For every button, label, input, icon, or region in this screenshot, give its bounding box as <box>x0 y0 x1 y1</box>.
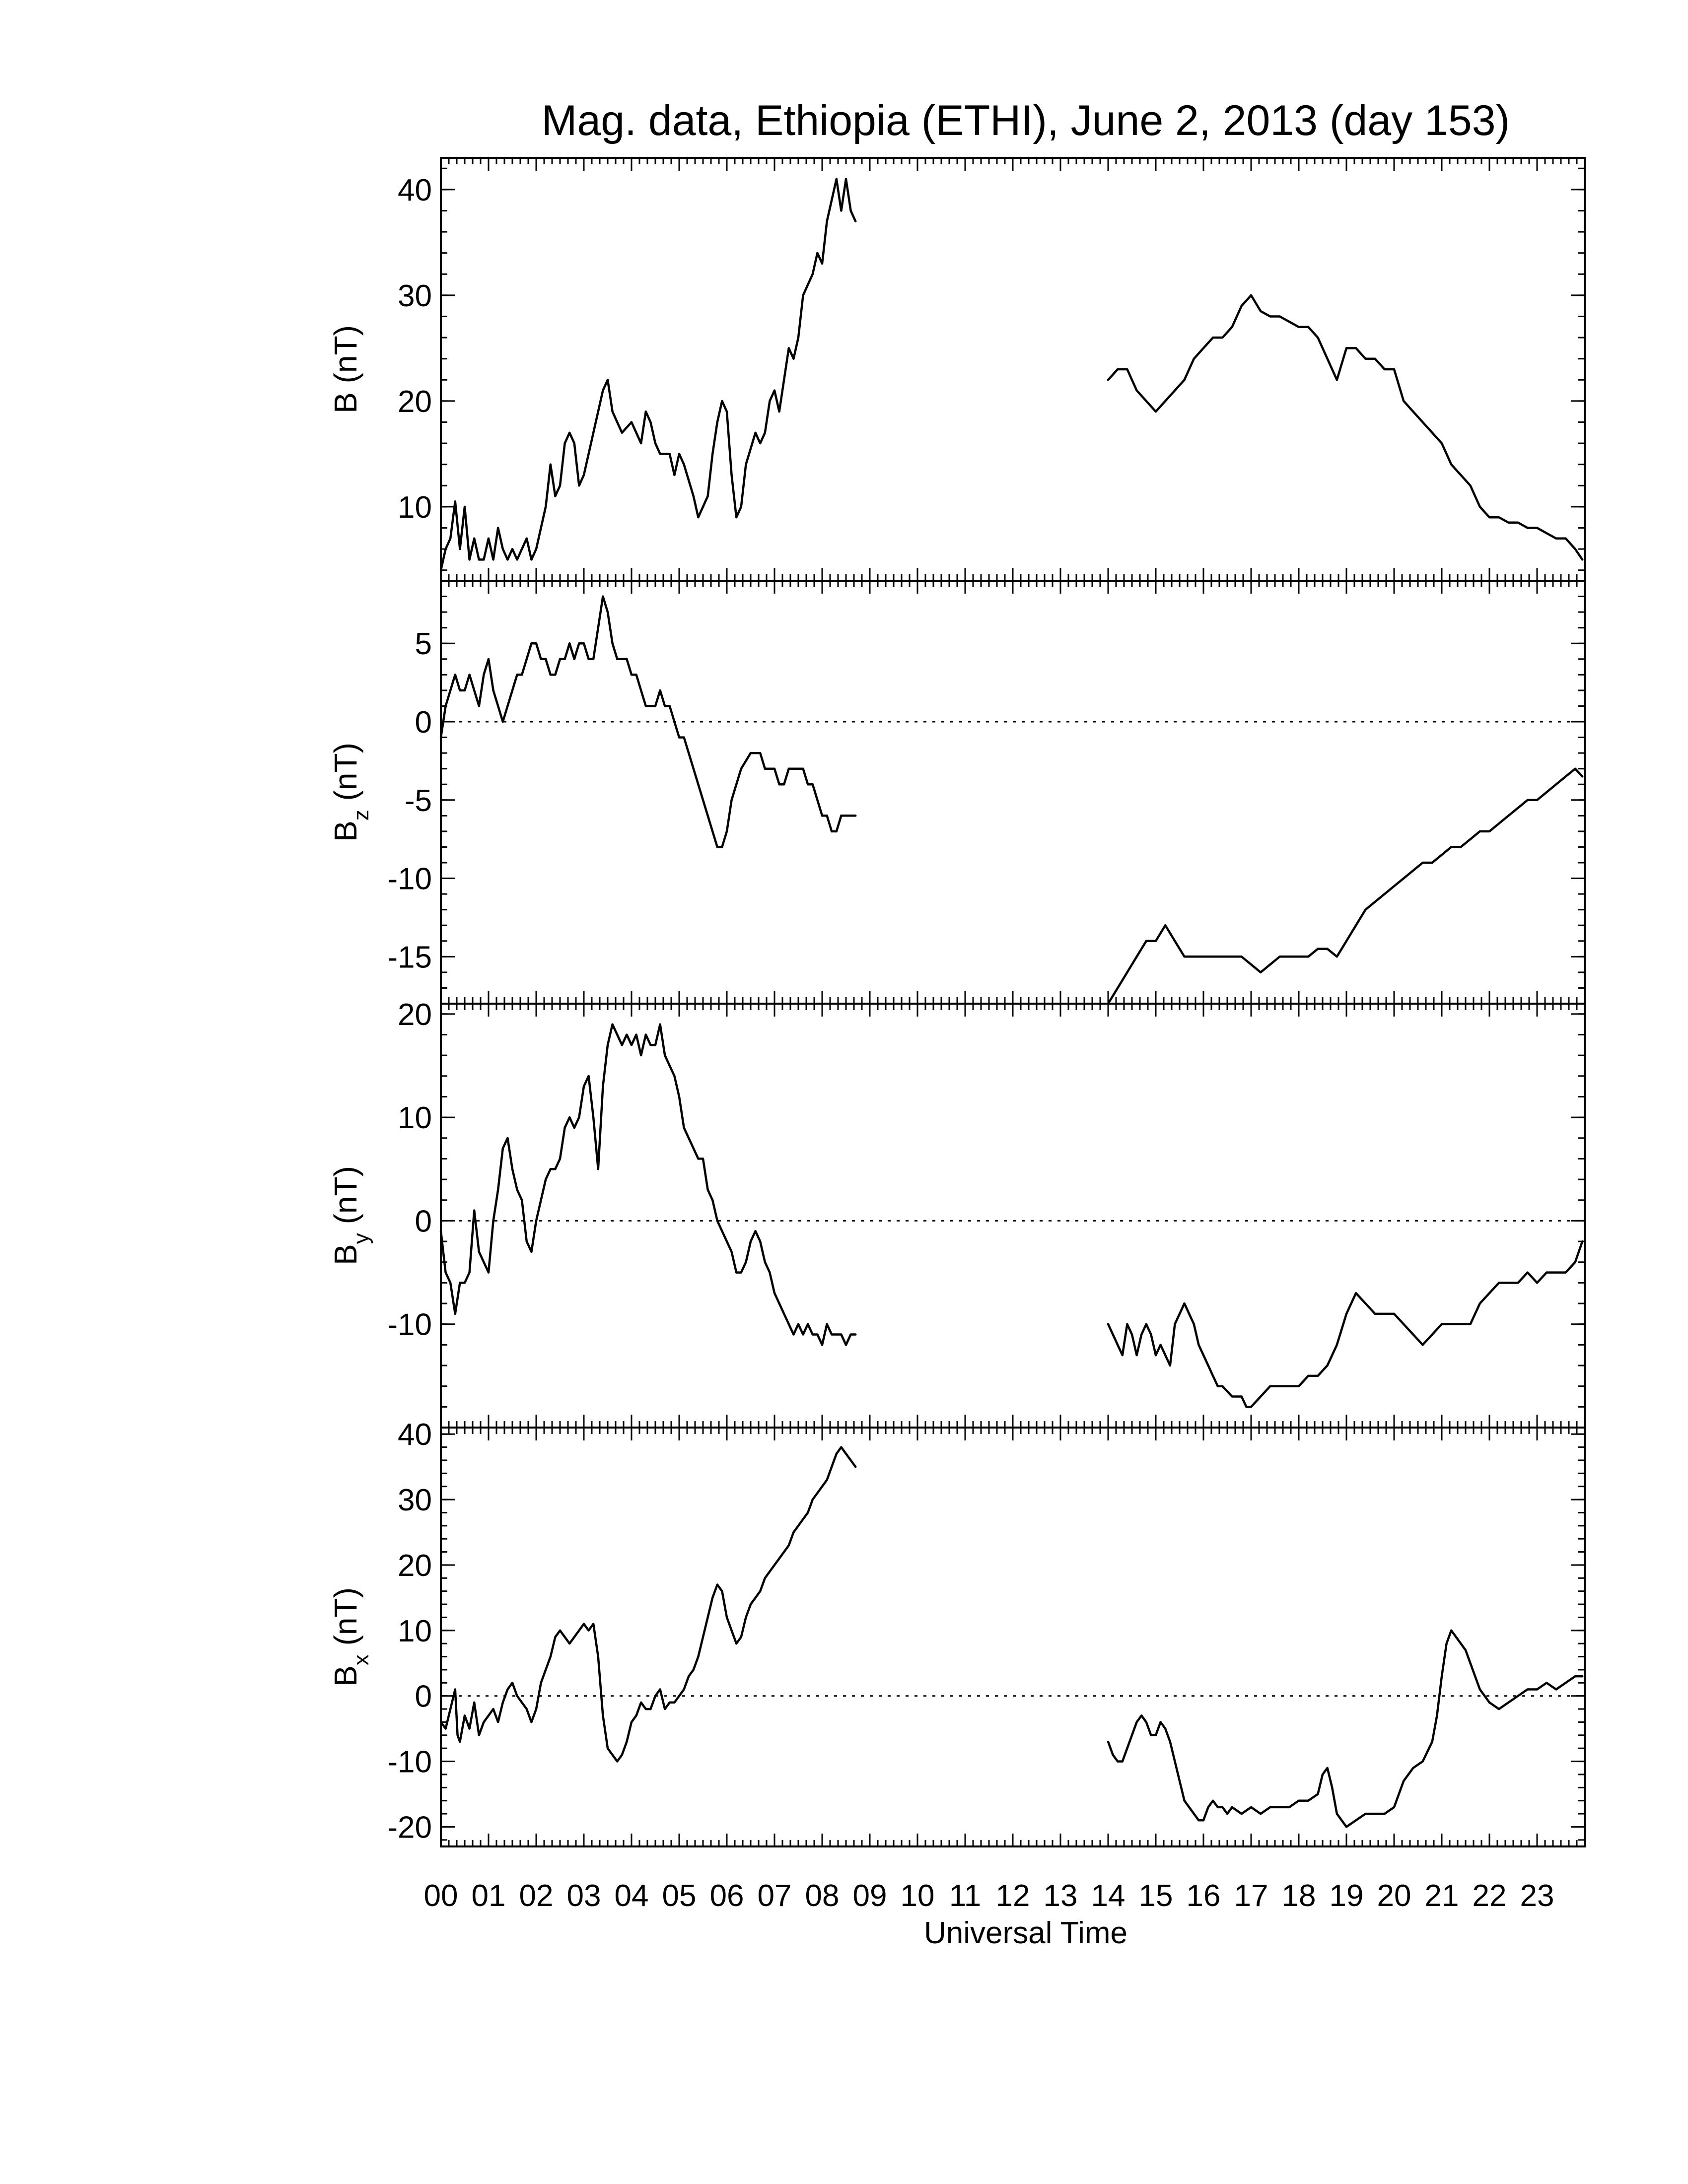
x-tick-label: 09 <box>853 1879 887 1913</box>
y-label-subscript: z <box>349 810 373 820</box>
figure-title: Mag. data, Ethiopia (ETHI), June 2, 2013… <box>542 97 1510 144</box>
series-line-b-1 <box>439 178 857 571</box>
panel-bz: 5 0 -5 -10 -15 Bz (nT) <box>328 580 1586 1005</box>
y-tick-label: 40 <box>398 1418 432 1452</box>
y-tick-label: 30 <box>398 1483 432 1517</box>
y-label-unit: (nT) <box>328 743 363 810</box>
series-line-b-2 <box>1107 294 1584 561</box>
y-tick-label: -15 <box>387 940 432 974</box>
panel-by: 20 10 0 -10 By (nT) <box>328 998 1586 1429</box>
y-tick-label: 10 <box>398 1614 432 1648</box>
y-label-unit: (nT) <box>328 1587 363 1654</box>
x-tick-label: 22 <box>1473 1879 1507 1913</box>
y-tick-label: -5 <box>405 784 432 818</box>
y-label-subscript: y <box>349 1233 373 1244</box>
x-tick-label: 14 <box>1091 1879 1125 1913</box>
y-label-subscript: x <box>349 1654 373 1665</box>
x-tick-label: 16 <box>1187 1879 1221 1913</box>
x-tick-label: 07 <box>758 1879 792 1913</box>
x-tick-label: 10 <box>901 1879 935 1913</box>
x-tick-label: 06 <box>710 1879 744 1913</box>
series-line-bz-1 <box>439 595 857 848</box>
x-tick-label: 23 <box>1520 1879 1554 1913</box>
x-axis-label: Universal Time <box>924 1916 1127 1950</box>
plot-frame <box>440 1003 1586 1429</box>
x-tick-label: 01 <box>472 1879 506 1913</box>
y-tick-label: 0 <box>415 1680 432 1714</box>
series-line-bx-1 <box>439 1446 857 1763</box>
series-line-by-1 <box>439 1023 857 1346</box>
y-tick-label: 20 <box>398 385 432 419</box>
panel-bx: 40 30 20 10 0 -10 -20 Bx (nT) <box>328 1418 1586 1847</box>
y-tick-label: 0 <box>415 705 432 740</box>
x-tick-label: 00 <box>424 1879 458 1913</box>
y-axis-label: Bx (nT) <box>328 1587 373 1687</box>
panel-b-total: 10 20 30 40 B (nT) <box>328 157 1586 582</box>
y-label-main: B <box>328 820 363 842</box>
y-tick-label: -10 <box>387 1745 432 1779</box>
x-tick-label: 21 <box>1425 1879 1459 1913</box>
y-label-main: B <box>328 1244 363 1265</box>
x-tick-label: 03 <box>567 1879 601 1913</box>
y-tick-label: -20 <box>387 1810 432 1844</box>
series-line-by-2 <box>1107 1240 1584 1408</box>
x-tick-label: 13 <box>1044 1879 1078 1913</box>
y-tick-label: 30 <box>398 279 432 313</box>
series-line-bx-2 <box>1107 1629 1584 1828</box>
y-tick-label: 0 <box>415 1204 432 1238</box>
x-tick-label: 04 <box>615 1879 649 1913</box>
series-line-bz-2 <box>1107 767 1584 1005</box>
x-tick-label: 17 <box>1234 1879 1268 1913</box>
y-tick-label: 10 <box>398 1101 432 1135</box>
y-label-main: B <box>328 1665 363 1687</box>
y-axis-label: B (nT) <box>328 325 363 413</box>
y-tick-label: 10 <box>398 490 432 525</box>
x-tick-label: 19 <box>1330 1879 1364 1913</box>
y-tick-label: 5 <box>415 627 432 661</box>
y-label-unit: (nT) <box>328 1166 363 1233</box>
x-tick-label: 11 <box>949 1879 981 1913</box>
x-tick-label: 18 <box>1282 1879 1316 1913</box>
x-tick-label: 20 <box>1377 1879 1411 1913</box>
y-axis-label: By (nT) <box>328 1166 373 1265</box>
y-tick-label: -10 <box>387 1308 432 1342</box>
y-tick-label: 20 <box>398 998 432 1032</box>
y-tick-label: -10 <box>387 862 432 896</box>
y-tick-label: 20 <box>398 1549 432 1583</box>
x-tick-label: 15 <box>1139 1879 1173 1913</box>
x-tick-label: 12 <box>996 1879 1030 1913</box>
plot-frame <box>440 157 1586 582</box>
x-tick-label: 05 <box>662 1879 697 1913</box>
y-tick-label: 40 <box>398 173 432 207</box>
x-tick-label: 08 <box>805 1879 840 1913</box>
x-axis-tick-labels: 00 01 02 03 04 05 06 07 08 09 10 11 12 13 14 15 16 17 18 19… <box>424 1879 1554 1913</box>
x-tick-label: 02 <box>519 1879 554 1913</box>
y-axis-label: Bz (nT) <box>328 743 373 842</box>
y-label-main: B (nT) <box>328 325 363 413</box>
plot-frame <box>440 1427 1586 1847</box>
